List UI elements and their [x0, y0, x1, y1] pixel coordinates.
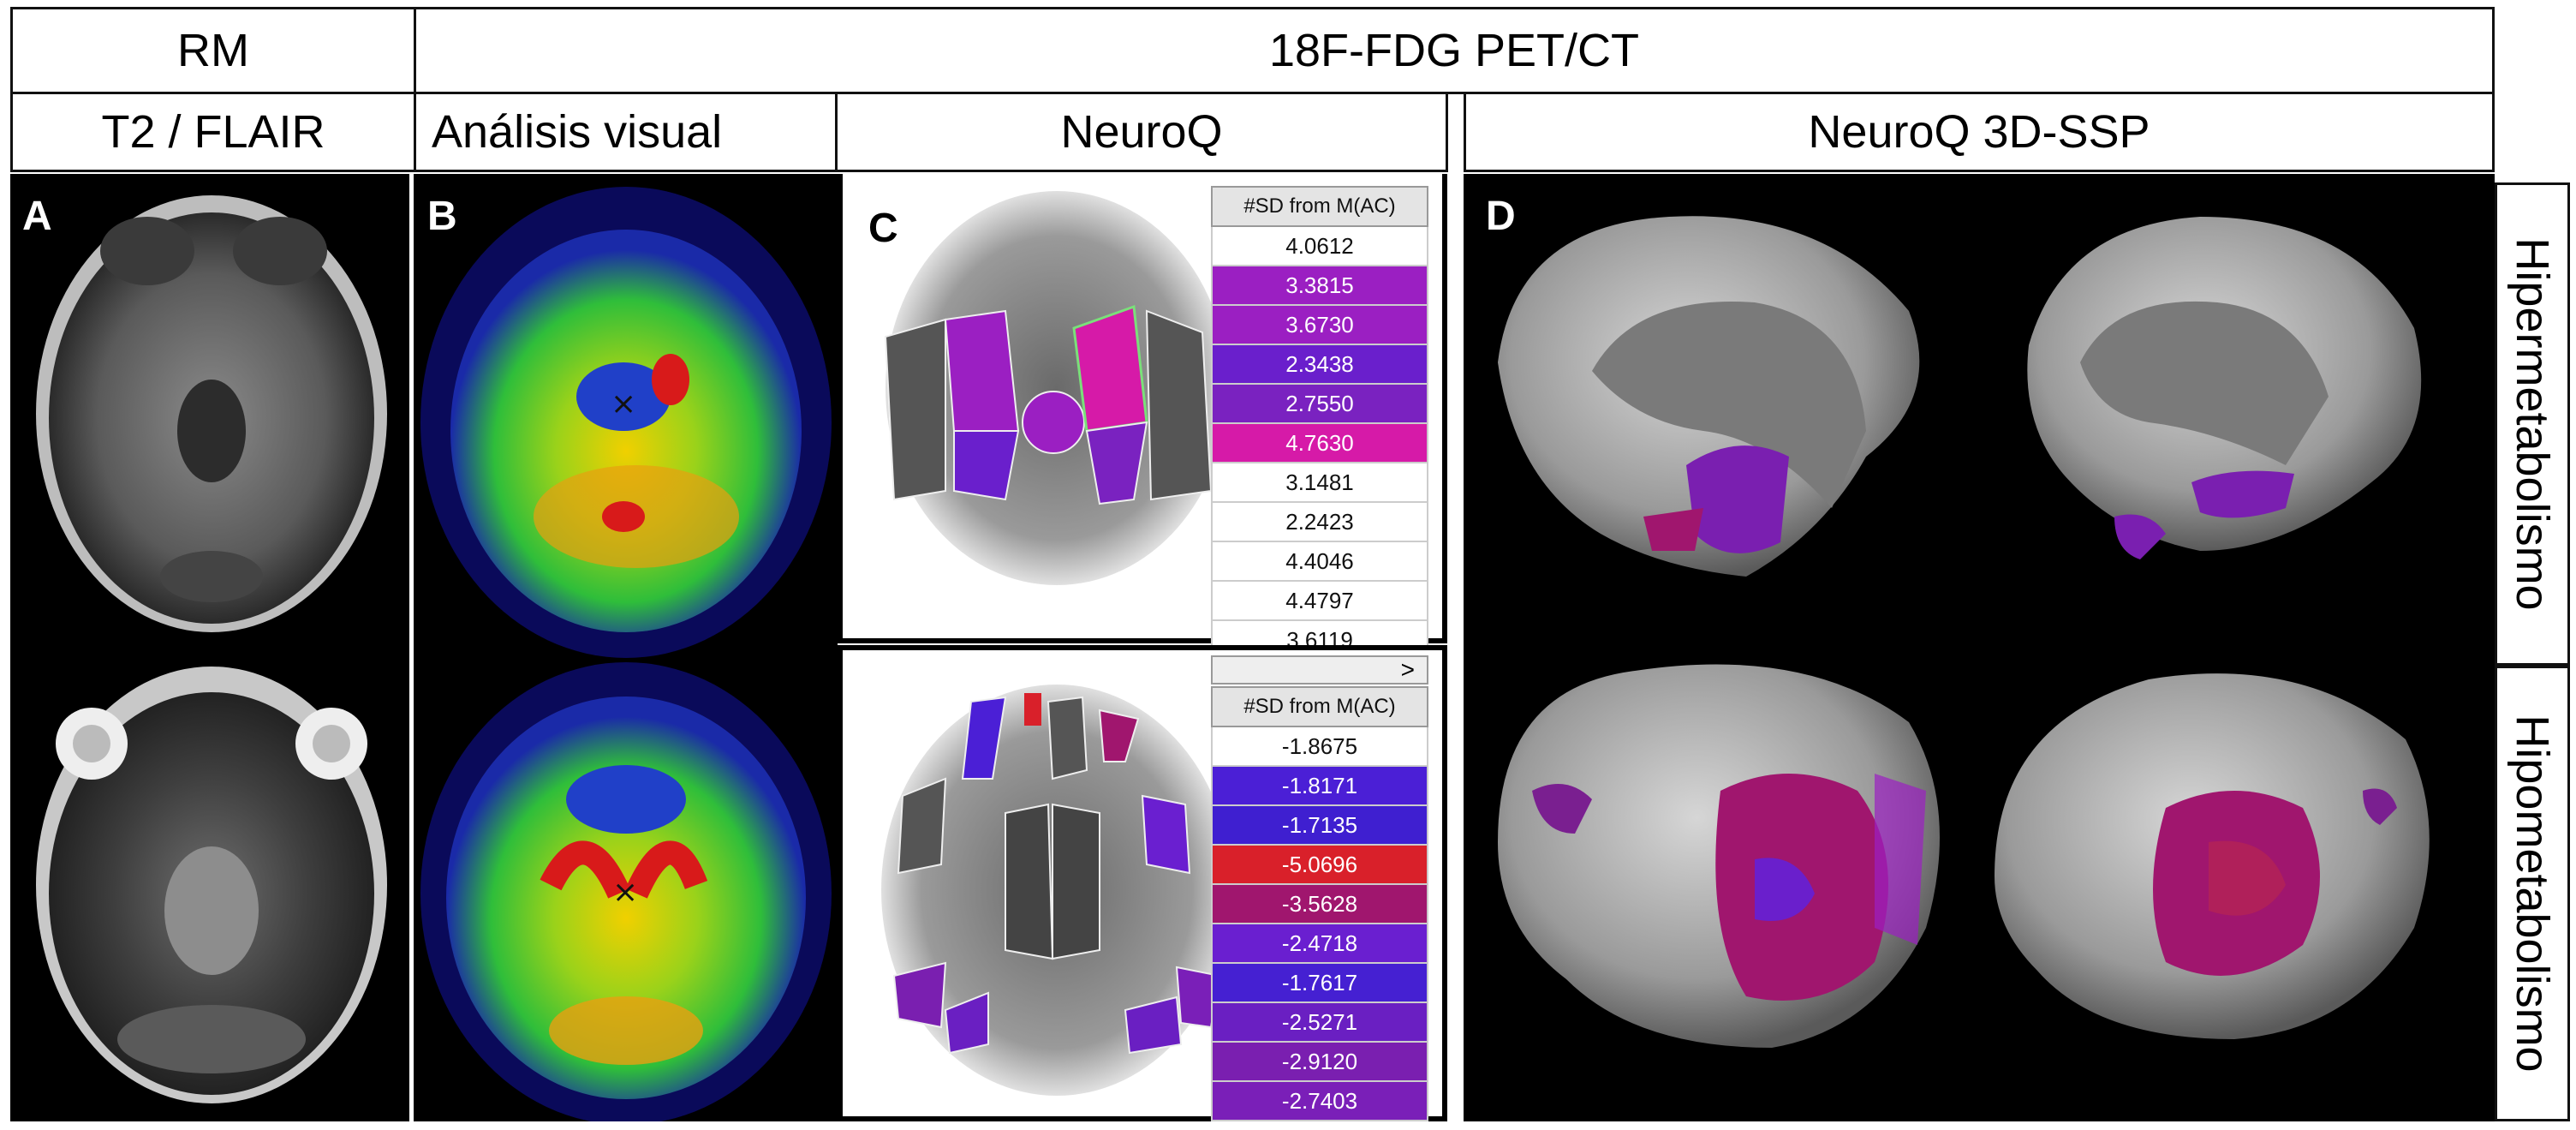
sd-value-cell: 2.7550	[1211, 383, 1428, 424]
neuroq-top-table: #SD from M(AC) 4.0612 3.3815 3.6730 2.3438 2…	[1211, 186, 1428, 661]
table-row: -1.7135	[1211, 804, 1428, 846]
neuroq-bottom-table: #SD from M(AC) -1.8675 -1.8171 -1.7135 -5.0…	[1211, 686, 1428, 1121]
header-neuroq-text: NeuroQ	[1060, 106, 1223, 158]
header-t2: T2 / FLAIR	[10, 92, 416, 172]
table-row: 4.4797	[1211, 580, 1428, 621]
panel-a-mri: A	[10, 174, 409, 1121]
table-row: -1.8675	[1211, 726, 1428, 767]
sd-value-cell: -2.9120	[1211, 1041, 1428, 1082]
sd-value-cell: -1.8675	[1211, 726, 1428, 767]
surface-renders	[1498, 216, 2430, 1048]
sd-value-cell: 2.3438	[1211, 344, 1428, 385]
mri-images	[36, 195, 387, 1103]
header-pet-text: 18F-FDG PET/CT	[1268, 25, 1640, 76]
neuroq-top-map	[884, 191, 1228, 585]
neuroq-bottom-table-header: #SD from M(AC)	[1211, 686, 1428, 727]
table-row: -1.8171	[1211, 765, 1428, 806]
side-label-hyper-text: Hipermetabolismo	[2507, 237, 2558, 611]
sd-value-cell: -2.5271	[1211, 1001, 1428, 1043]
panel-d-3dssp: D	[1464, 174, 2495, 1121]
side-label-hypo: Hipometabolismo	[2495, 666, 2570, 1121]
table-row: 3.1481	[1211, 462, 1428, 503]
table-row: 4.4046	[1211, 541, 1428, 582]
pet-top-brain	[450, 230, 802, 632]
header-visual-text: Análisis visual	[432, 106, 723, 158]
header-neuroq: NeuroQ	[835, 92, 1448, 172]
header-neuroq3d-text: NeuroQ 3D-SSP	[1808, 106, 2150, 158]
sd-value-cell: -5.0696	[1211, 844, 1428, 885]
sd-value-cell: -1.8171	[1211, 765, 1428, 806]
table-row: -2.4718	[1211, 923, 1428, 964]
table-row: -2.5271	[1211, 1001, 1428, 1043]
sd-value-cell: 3.6730	[1211, 304, 1428, 345]
sd-value-cell: 3.1481	[1211, 462, 1428, 503]
sd-value-cell: 4.0612	[1211, 225, 1428, 266]
pet-images: × ×	[420, 187, 832, 1121]
header-neuroq3d: NeuroQ 3D-SSP	[1464, 92, 2495, 172]
header-pet: 18F-FDG PET/CT	[414, 7, 2495, 94]
table-row: -1.7617	[1211, 962, 1428, 1003]
table-row: -3.5628	[1211, 883, 1428, 924]
neuroq-bottom-scroll-right[interactable]: >	[1211, 655, 1428, 685]
panel-label-d: D	[1486, 194, 1516, 239]
sd-value-cell: 2.2423	[1211, 501, 1428, 542]
header-t2-text: T2 / FLAIR	[101, 106, 325, 158]
table-row: 4.7630	[1211, 422, 1428, 463]
table-row: 2.7550	[1211, 383, 1428, 424]
panel-label-c: C	[868, 206, 898, 251]
side-label-hyper: Hipermetabolismo	[2495, 182, 2570, 666]
sd-value-cell: -1.7135	[1211, 804, 1428, 846]
side-label-hypo-text: Hipometabolismo	[2507, 714, 2558, 1073]
panel-label-b: B	[427, 194, 457, 239]
header-visual: Análisis visual	[414, 92, 838, 172]
table-row: 2.3438	[1211, 344, 1428, 385]
sd-value-cell: -2.4718	[1211, 923, 1428, 964]
neuroq-top-table-header: #SD from M(AC)	[1211, 186, 1428, 227]
sd-value-cell: 4.7630	[1211, 422, 1428, 463]
table-row: 3.3815	[1211, 265, 1428, 306]
panel-b-pet: × × B	[414, 174, 838, 1121]
table-row: -5.0696	[1211, 844, 1428, 885]
table-row: -2.9120	[1211, 1041, 1428, 1082]
table-row: 3.6730	[1211, 304, 1428, 345]
table-row: 2.2423	[1211, 501, 1428, 542]
panel-label-a: A	[22, 194, 52, 239]
sd-value-cell: 3.3815	[1211, 265, 1428, 306]
panel-c-bottom: > #SD from M(AC) -1.8675 -1.8171 -1.7135 -5…	[838, 645, 1447, 1121]
sd-value-cell: -3.5628	[1211, 883, 1428, 924]
sd-value-cell: -1.7617	[1211, 962, 1428, 1003]
table-row: -2.7403	[1211, 1080, 1428, 1121]
panel-c-top: C #SD from M(AC) 4.0612 3.3815 3.6730 2.343…	[838, 174, 1447, 661]
neuroq-bottom-map	[881, 685, 1232, 1096]
pet-bottom-brain	[446, 697, 806, 1099]
sd-value-cell: 4.4797	[1211, 580, 1428, 621]
svg-text:×: ×	[612, 875, 638, 910]
table-row: 4.0612	[1211, 225, 1428, 266]
sd-value-cell: 4.4046	[1211, 541, 1428, 582]
sd-value-cell: -2.7403	[1211, 1080, 1428, 1121]
svg-text:×: ×	[611, 386, 636, 422]
header-rm: RM	[10, 7, 416, 94]
header-rm-text: RM	[177, 25, 249, 76]
